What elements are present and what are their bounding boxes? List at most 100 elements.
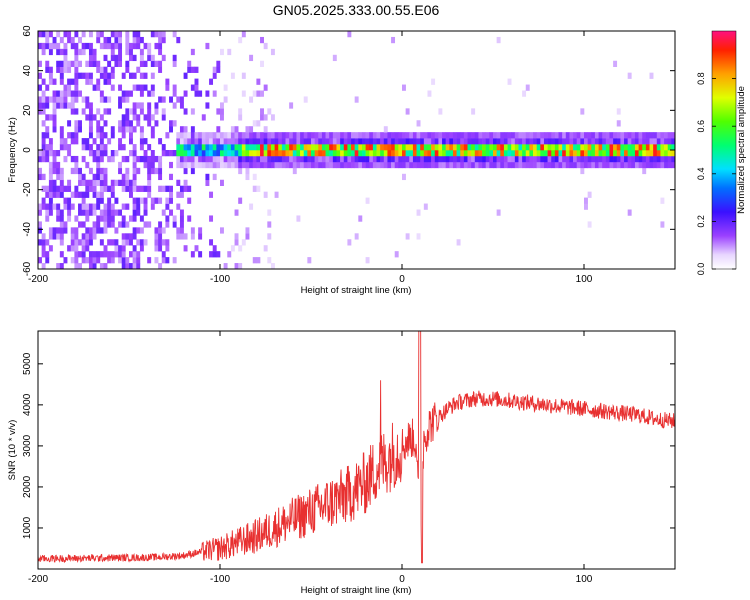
heatmap-cell xyxy=(314,144,319,151)
heatmap-cell xyxy=(638,150,643,157)
heatmap-cell xyxy=(274,161,279,169)
heatmap-cell xyxy=(78,90,82,97)
heatmap-cell xyxy=(507,132,512,139)
heatmap-cell xyxy=(212,144,217,151)
heatmap-cell xyxy=(416,233,421,240)
heatmap-cell xyxy=(121,251,126,258)
heatmap-cell xyxy=(634,138,639,145)
heatmap-cell xyxy=(616,161,621,169)
heatmap-cell xyxy=(38,84,42,91)
heatmap-cell xyxy=(267,138,272,145)
heatmap-cell xyxy=(412,138,417,145)
heatmap-cell xyxy=(667,150,672,157)
heatmap-cell xyxy=(580,132,585,139)
heatmap-cell xyxy=(85,114,90,121)
heatmap-cell xyxy=(463,155,468,163)
heatmap-cell xyxy=(605,132,610,139)
heatmap-cell xyxy=(314,138,319,145)
heatmap-cell xyxy=(45,185,50,192)
heatmap-cell xyxy=(438,138,443,145)
heatmap-cell xyxy=(190,144,195,151)
heatmap-cell xyxy=(358,155,363,163)
heatmap-cell xyxy=(409,150,414,157)
heatmap-cell xyxy=(613,60,618,67)
heatmap-cell xyxy=(554,150,559,157)
heatmap-cell xyxy=(409,161,414,169)
heatmap-cell xyxy=(267,209,272,216)
heatmap-cell xyxy=(176,132,181,139)
heatmap-cell xyxy=(147,155,152,163)
heatmap-cell xyxy=(67,120,72,127)
heatmap-cell xyxy=(81,173,86,181)
spectrogram-x-tick-label: 0 xyxy=(399,274,405,285)
heatmap-cell xyxy=(361,155,366,163)
heatmap-cell xyxy=(365,161,370,169)
heatmap-cell xyxy=(59,72,64,79)
heatmap-cell xyxy=(249,144,254,151)
snr-x-tick-label: -100 xyxy=(210,574,230,585)
heatmap-cell xyxy=(416,144,421,151)
heatmap-cell xyxy=(147,179,152,186)
heatmap-cell xyxy=(664,132,669,139)
heatmap-cell xyxy=(99,155,104,163)
heatmap-cell xyxy=(165,84,170,91)
heatmap-cell xyxy=(267,155,272,163)
heatmap-cell xyxy=(260,144,264,151)
heatmap-cell xyxy=(169,173,173,181)
heatmap-cell xyxy=(96,84,101,91)
heatmap-cell xyxy=(423,203,428,210)
heatmap-cell xyxy=(365,197,370,204)
heatmap-cell xyxy=(74,120,79,127)
heatmap-cell xyxy=(74,191,79,198)
heatmap-cell xyxy=(227,251,232,258)
heatmap-cell xyxy=(118,161,123,169)
heatmap-cell xyxy=(121,203,126,210)
heatmap-cell xyxy=(576,155,581,163)
heatmap-cell xyxy=(263,161,268,169)
heatmap-cell xyxy=(543,144,548,151)
heatmap-cell xyxy=(667,161,672,169)
heatmap-cell xyxy=(409,155,414,163)
heatmap-cell xyxy=(332,54,337,62)
heatmap-cell xyxy=(278,132,283,139)
spectrogram-x-tick-label: -200 xyxy=(28,274,48,285)
heatmap-cell xyxy=(136,239,141,246)
heatmap-cell xyxy=(99,90,104,97)
heatmap-cell xyxy=(351,155,355,163)
heatmap-cell xyxy=(121,221,126,228)
heatmap-cell xyxy=(667,155,672,163)
heatmap-cell xyxy=(88,31,93,38)
heatmap-cell xyxy=(343,132,348,139)
heatmap-cell xyxy=(205,150,210,157)
heatmap-cell xyxy=(118,126,123,133)
snr-series-line xyxy=(38,331,675,564)
heatmap-cell xyxy=(456,155,461,163)
heatmap-cell xyxy=(88,54,93,62)
heatmap-cell xyxy=(256,120,261,127)
heatmap-cell xyxy=(129,132,133,139)
heatmap-cell xyxy=(584,155,588,163)
heatmap-cell xyxy=(103,251,108,258)
heatmap-cell xyxy=(190,155,195,163)
heatmap-cell xyxy=(158,161,163,169)
heatmap-cell xyxy=(56,173,61,181)
heatmap-cell xyxy=(434,132,439,139)
heatmap-cell xyxy=(118,209,123,216)
heatmap-cell xyxy=(38,96,42,103)
heatmap-cell xyxy=(81,155,86,163)
heatmap-cell xyxy=(285,132,290,139)
heatmap-cell xyxy=(63,203,68,210)
heatmap-cell xyxy=(354,132,359,139)
heatmap-cell xyxy=(289,132,294,139)
heatmap-cell xyxy=(132,36,137,44)
heatmap-cell xyxy=(503,138,508,145)
heatmap-cell xyxy=(624,150,628,157)
heatmap-cell xyxy=(45,31,50,38)
heatmap-cell xyxy=(671,155,675,163)
heatmap-cell xyxy=(493,150,497,157)
heatmap-cell xyxy=(139,72,144,79)
heatmap-cell xyxy=(129,215,133,222)
heatmap-cell xyxy=(569,138,574,145)
heatmap-cell xyxy=(56,48,61,56)
